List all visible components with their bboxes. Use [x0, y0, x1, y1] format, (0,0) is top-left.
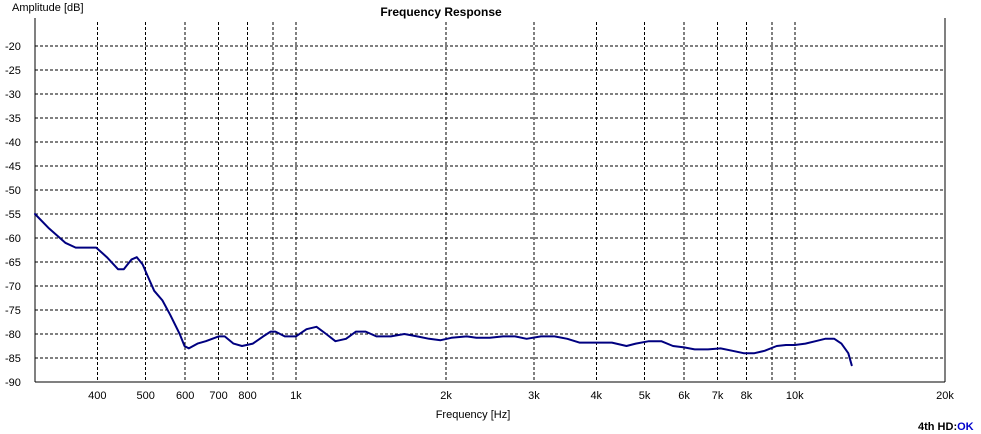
- x-tick-label: 6k: [678, 390, 690, 402]
- y-tick-label: -25: [5, 65, 21, 77]
- y-tick-label: -40: [5, 137, 21, 149]
- chart-title: Frequency Response: [380, 5, 502, 19]
- y-tick-label: -65: [5, 257, 21, 269]
- y-tick-label: -20: [5, 41, 21, 53]
- x-tick-label: 5k: [639, 390, 651, 402]
- plot-background: [35, 22, 945, 382]
- y-tick-label: -70: [5, 281, 21, 293]
- x-tick-label: 500: [137, 390, 155, 402]
- x-tick-label: 10k: [786, 390, 804, 402]
- series-line-0: [34, 213, 853, 367]
- x-tick-label: 400: [88, 390, 106, 402]
- y-tick-label: -35: [5, 113, 21, 125]
- x-tick-label: 2k: [440, 390, 452, 402]
- y-tick-label: -60: [5, 233, 21, 245]
- y-tick-label: -80: [5, 329, 21, 341]
- hd-status-value: OK: [957, 421, 974, 433]
- y-tick-label: -90: [5, 377, 21, 389]
- x-tick-label: 800: [238, 390, 256, 402]
- y-tick-label: -50: [5, 185, 21, 197]
- y-tick-label: -30: [5, 89, 21, 101]
- x-tick-label: 1k: [290, 390, 302, 402]
- hd-status-label: 4th HD:: [918, 421, 957, 433]
- y-tick-label: -45: [5, 161, 21, 173]
- plot-area: -20 -25 -30 -35 -40 -45 -50 -55 -60 -65 -70 -75 -80 -…: [5, 18, 954, 402]
- x-tick-label: 8k: [741, 390, 753, 402]
- x-tick-label: 700: [209, 390, 227, 402]
- x-tick-label: 20k: [936, 390, 954, 402]
- x-tick-label: 7k: [712, 390, 724, 402]
- hd-status: 4th HD:OK: [918, 421, 974, 433]
- x-tick-label: 600: [176, 390, 194, 402]
- x-tick-label: 3k: [528, 390, 540, 402]
- y-tick-label: -75: [5, 305, 21, 317]
- y-axis-label: Amplitude [dB]: [12, 2, 84, 14]
- x-tick-label: 4k: [590, 390, 602, 402]
- y-tick-label: -85: [5, 353, 21, 365]
- y-tick-label: -55: [5, 209, 21, 221]
- x-axis-label: Frequency [Hz]: [436, 409, 511, 421]
